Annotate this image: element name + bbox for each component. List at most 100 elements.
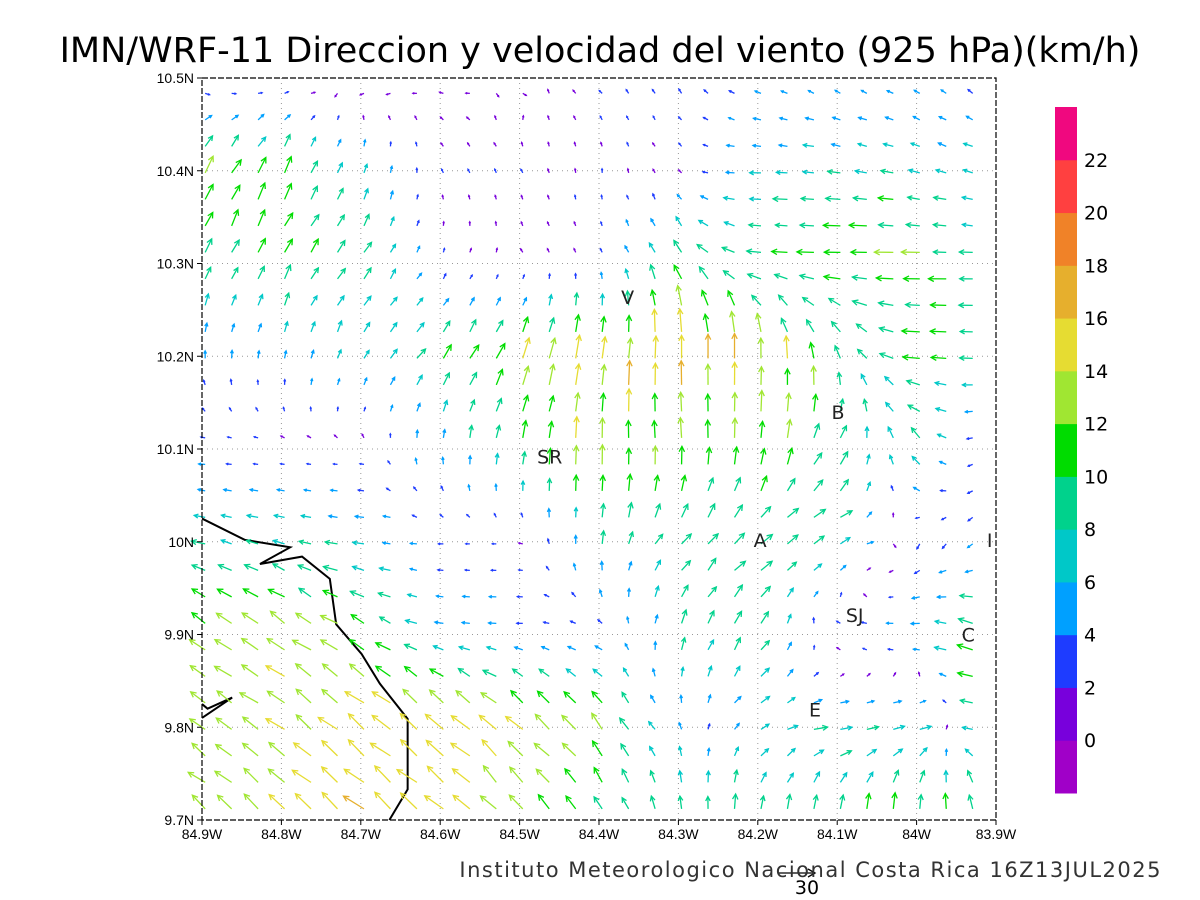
wind-vector [847,222,867,229]
wind-vector [774,222,788,229]
wind-vector [336,294,345,306]
colorbar-label: 0 [1084,730,1096,752]
wind-vector-shaft [469,425,473,438]
wind-vector [545,565,550,571]
wind-vector [599,473,607,491]
wind-vector-head [426,765,434,773]
wind-vector [573,415,580,438]
wind-vector-head [600,502,607,510]
wind-vector-shaft [283,156,292,174]
wind-vector-shaft [374,765,391,783]
wind-vector-head [363,138,367,143]
wind-vector-head [727,289,734,297]
wind-vector-head [879,168,886,175]
wind-vector-head [682,502,689,511]
wind-vector-shaft [707,533,719,545]
wind-vector-head [935,594,941,600]
wind-vector [351,540,365,546]
wind-vector-shaft [495,398,502,412]
wind-vector [215,717,233,730]
wind-vector-head [467,194,471,198]
wind-vector [494,114,497,121]
wind-vector [911,647,920,652]
wind-vector-shaft [813,771,821,783]
wind-vector-head [722,269,730,276]
wind-vector [651,308,658,332]
wind-vector-head [391,376,396,381]
wind-vector [310,213,320,227]
wind-vector [779,90,788,94]
wind-vector [481,669,497,677]
wind-vector [204,321,209,332]
wind-vector [266,690,285,704]
wind-vector-head [433,620,439,625]
wind-vector [294,792,312,810]
wind-vector [888,569,894,573]
wind-vector [964,748,974,757]
wind-vector [416,219,420,227]
wind-vector [652,334,660,359]
wind-vector-shaft [880,170,894,174]
wind-vector-head [444,371,450,379]
wind-vector-shaft [522,366,529,386]
wind-vector-head [728,90,732,94]
wind-vector-head [888,454,894,460]
wind-vector-head [622,666,628,673]
wind-vector-head [537,793,545,801]
wind-vector-shaft [787,534,799,545]
wind-vector [257,293,264,306]
wind-vector [757,336,765,359]
footer-credit: Instituto Meteorologico Nacional Costa R… [459,858,1162,882]
wind-vector [573,141,577,147]
wind-vector-head [849,248,857,256]
wind-vector-head [758,389,765,397]
wind-vector-shaft [707,639,715,651]
wind-vector-shaft [839,451,849,465]
wind-vector-shaft [404,643,418,651]
wind-vector-shaft [707,558,717,571]
wind-vector [363,295,372,306]
wind-vector [893,699,903,704]
wind-vector-shaft [733,793,737,809]
wind-vector-head [777,294,784,301]
wind-vector [296,564,312,571]
wind-vector [677,390,685,412]
wind-vector-shaft [402,689,418,704]
wind-vector-head [746,272,754,279]
wind-vector-head [378,616,385,622]
wind-vector-head [548,272,551,277]
wind-vector-head [363,163,369,169]
wind-vector [371,691,391,704]
wind-vector [547,167,550,174]
wind-vector-head [573,415,580,423]
wind-vector-head [361,433,364,436]
wind-vector [839,564,847,571]
wind-vector [831,116,841,121]
wind-vector-shaft [965,748,974,757]
wind-vector [573,247,577,253]
wind-vector-shaft [803,144,814,148]
wind-vector-shaft [352,541,365,545]
x-tick-label: 84.8W [261,826,302,842]
wind-vector-shaft [627,360,631,385]
wind-vector-shaft [416,297,424,306]
wind-vector [891,791,898,809]
wind-vector-head [677,416,684,424]
wind-vector [597,618,603,624]
wind-vector [795,248,814,256]
wind-vector-head [750,294,758,301]
wind-vector [783,334,790,359]
wind-vector-head [403,643,411,650]
wind-vector-head [801,142,808,148]
wind-vector [469,318,477,333]
wind-vector-head [945,724,949,728]
wind-vector-head [938,570,943,574]
wind-vector [416,373,423,386]
wind-vector-shaft [592,740,603,757]
wind-vector [866,453,871,465]
wind-vector-head [625,88,629,92]
wind-vector [760,771,767,783]
wind-vector-shaft [866,482,871,492]
wind-vector-shaft [216,690,233,704]
wind-vector-head [597,618,601,623]
